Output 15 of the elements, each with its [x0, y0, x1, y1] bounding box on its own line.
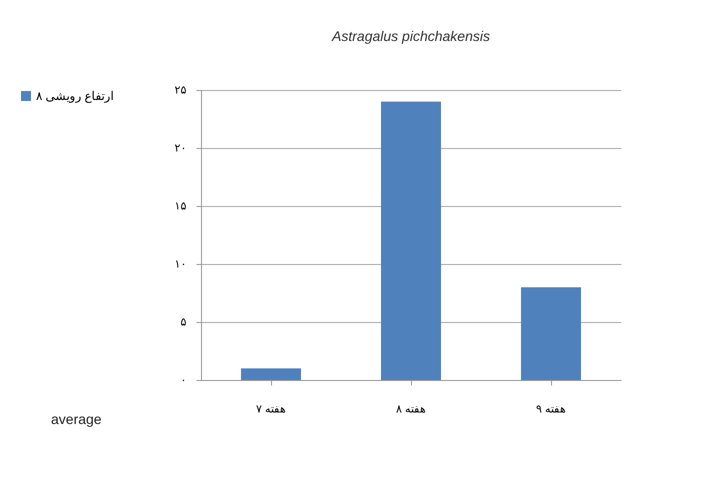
- bar: [521, 287, 581, 380]
- bar: [381, 102, 441, 380]
- y-tick-label: ۱۵: [174, 200, 186, 212]
- legend-label: ارتفاع رویشی ۸: [36, 89, 114, 103]
- y-tick-label: ۲۵: [174, 84, 186, 96]
- chart-title: Astragalus pichchakensis: [331, 28, 490, 44]
- bar: [241, 368, 301, 380]
- x-tick-label: هفته ۸: [396, 404, 426, 416]
- y-tick-label: ۱۰: [174, 258, 186, 270]
- y-tick-label: ۰: [180, 374, 186, 386]
- text: average: [51, 411, 102, 427]
- x-tick-label: هفته ۷: [256, 404, 286, 416]
- x-tick-label: هفته ۹: [536, 404, 566, 416]
- y-tick-label: ۲۰: [174, 142, 186, 154]
- y-tick-label: ۵: [180, 316, 186, 328]
